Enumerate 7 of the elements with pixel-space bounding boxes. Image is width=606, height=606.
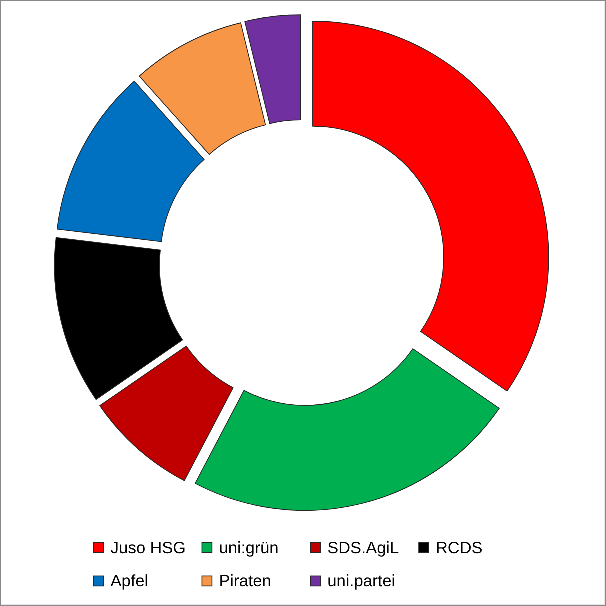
legend-label: Piraten (219, 572, 272, 591)
legend-label: uni:grün (219, 539, 279, 558)
legend-label: uni.partei (328, 572, 396, 591)
legend-label: Apfel (110, 572, 148, 591)
legend-label: RCDS (436, 539, 483, 558)
legend-label: Juso HSG (110, 539, 186, 558)
legend-label: SDS.AgiL (328, 539, 400, 558)
